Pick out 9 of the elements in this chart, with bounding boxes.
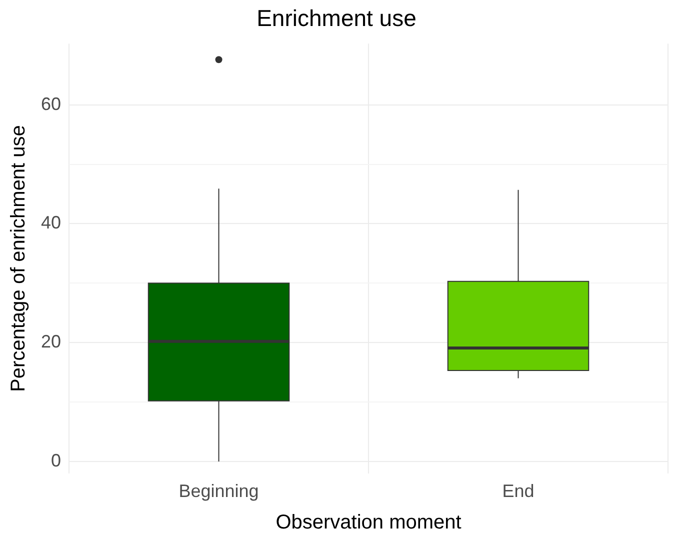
y-tick-label: 20 bbox=[40, 332, 62, 352]
x-tick-label: End bbox=[502, 481, 534, 502]
y-axis-title: Percentage of enrichment use bbox=[8, 125, 30, 392]
y-tick-label: 40 bbox=[40, 212, 62, 233]
chart-title: Enrichment use bbox=[256, 5, 416, 32]
y-tick-label: 0 bbox=[51, 450, 62, 470]
x-axis-title: Observation moment bbox=[276, 512, 462, 534]
x-tick-label: Beginning bbox=[178, 481, 259, 502]
y-tick-label: 60 bbox=[40, 94, 62, 114]
